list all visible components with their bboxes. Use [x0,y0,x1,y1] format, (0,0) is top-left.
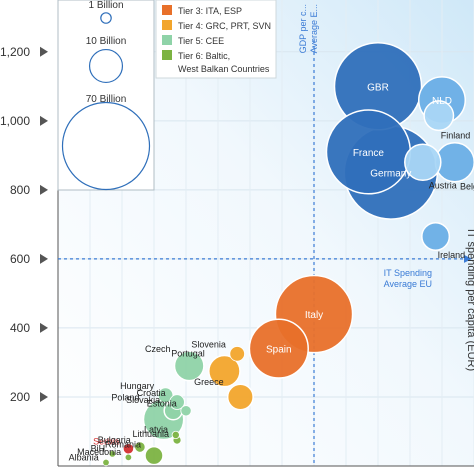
data-label-latvia: Latvia [144,424,168,434]
data-label-italy: Italy [305,310,323,321]
bubble-size-legend: 1 Billion 10 Billion 70 Billion [57,0,155,191]
ref-label-h-2: Average EU [384,279,432,289]
ref-arrow-h [464,254,472,263]
data-label-estonia: Estonia [147,399,177,409]
y-tick-label: 1,200 [0,45,30,59]
ref-label-v-2: Average E... [309,4,319,53]
ref-label-h-1: IT Spending [384,268,432,278]
bubble-bih [108,450,117,458]
y-tick-arrow [40,322,48,333]
size-legend-label: 70 Billion [86,94,127,105]
data-label-austria: Austria [429,180,457,190]
bubble-croatia [169,394,185,410]
bubble-czech [173,350,205,382]
y-tick-arrow [40,391,48,402]
data-label-germany: Germany [370,169,411,180]
tier-legend-label: Tier 3: ITA, ESP [178,6,242,16]
data-label-spain: Spain [266,345,292,356]
data-label-croatia: Croatia [137,388,166,398]
data-label-bulgaria: Bulgaria [98,435,131,445]
bubble-spain [248,318,309,379]
data-label-slovakia: Slovakia [126,395,160,405]
data-label-serbia: Serbia [93,437,119,447]
bubble-albania [102,458,110,467]
data-label-poland: Poland [111,392,139,402]
y-tick-label: 600 [10,252,30,266]
ref-label-v-1: GDP per c... [298,4,308,53]
bubble-estonia [180,405,192,417]
data-label-albania: Albania [69,452,99,462]
data-label-france: France [353,148,385,159]
data-label-ireland: Ireland [438,250,466,260]
size-legend-label: 1 Billion [88,0,123,11]
bubble-latvia [171,430,180,440]
data-label-bih: BiH [91,444,106,454]
data-label-gbr: GBR [367,82,389,93]
data-label-lithuania: Lithuania [132,429,169,439]
y-tick-label: 1,000 [0,114,30,128]
bubble-portugal [208,354,241,388]
data-label-czech: Czech [145,344,171,354]
data-label-macedonia: Macedonia [77,447,121,457]
tier-legend-swatch [162,35,172,45]
tier-legend-swatch [162,20,172,30]
y-tick-arrow [40,115,48,126]
tier-legend: Tier 3: ITA, ESP Tier 4: GRC, PRT, SVN Tie… [155,0,277,79]
tier-legend-label: West Balkan Countries [178,64,270,74]
data-label-greece: Greece [194,377,224,387]
y-axis-label: IT spending per capita (EUR) [465,229,474,371]
y-tick-arrow [40,253,48,264]
data-label-belgium: Belgium [460,182,474,192]
y-tick-label: 800 [10,183,30,197]
data-label-nld: NLD [432,96,452,107]
size-legend-circle [61,101,151,191]
bubble-austria [404,143,442,182]
data-label-portugal: Portugal [171,348,205,358]
size-legend-label: 10 Billion [86,36,127,47]
bubble-macedonia [124,453,133,462]
data-label-hungary: Hungary [120,381,155,391]
bubble-greece [226,383,254,411]
data-label-romania: Romania [105,440,141,450]
bubble-slovenia [229,346,245,362]
bubble-hungary [157,387,174,403]
tier-legend-label: Tier 4: GRC, PRT, SVN [178,21,271,31]
bubble-ireland [421,221,451,251]
data-bubbles [102,42,474,467]
tier-legend-label: Tier 6: Baltic, [178,51,230,61]
data-label-slovenia: Slovenia [191,339,226,349]
tier-legend-box [155,0,277,79]
tier-legend-label: Tier 5: CEE [178,36,224,46]
tier-legend-swatch [162,5,172,15]
y-tick-label: 200 [10,390,30,404]
data-labels: GBR NLD Finland France Germany BelgiumAustria… [69,82,474,462]
size-legend-circle [100,12,112,24]
bubble-finland [423,100,455,132]
size-legend-circle [88,48,124,84]
y-tick-arrow [40,184,48,195]
bubble-romania [144,445,164,466]
data-label-finland: Finland [441,130,471,140]
y-tick-arrow [40,46,48,57]
y-tick-label: 400 [10,321,30,335]
bubble-bulgaria [134,441,146,453]
tier-legend-swatch [162,50,172,60]
